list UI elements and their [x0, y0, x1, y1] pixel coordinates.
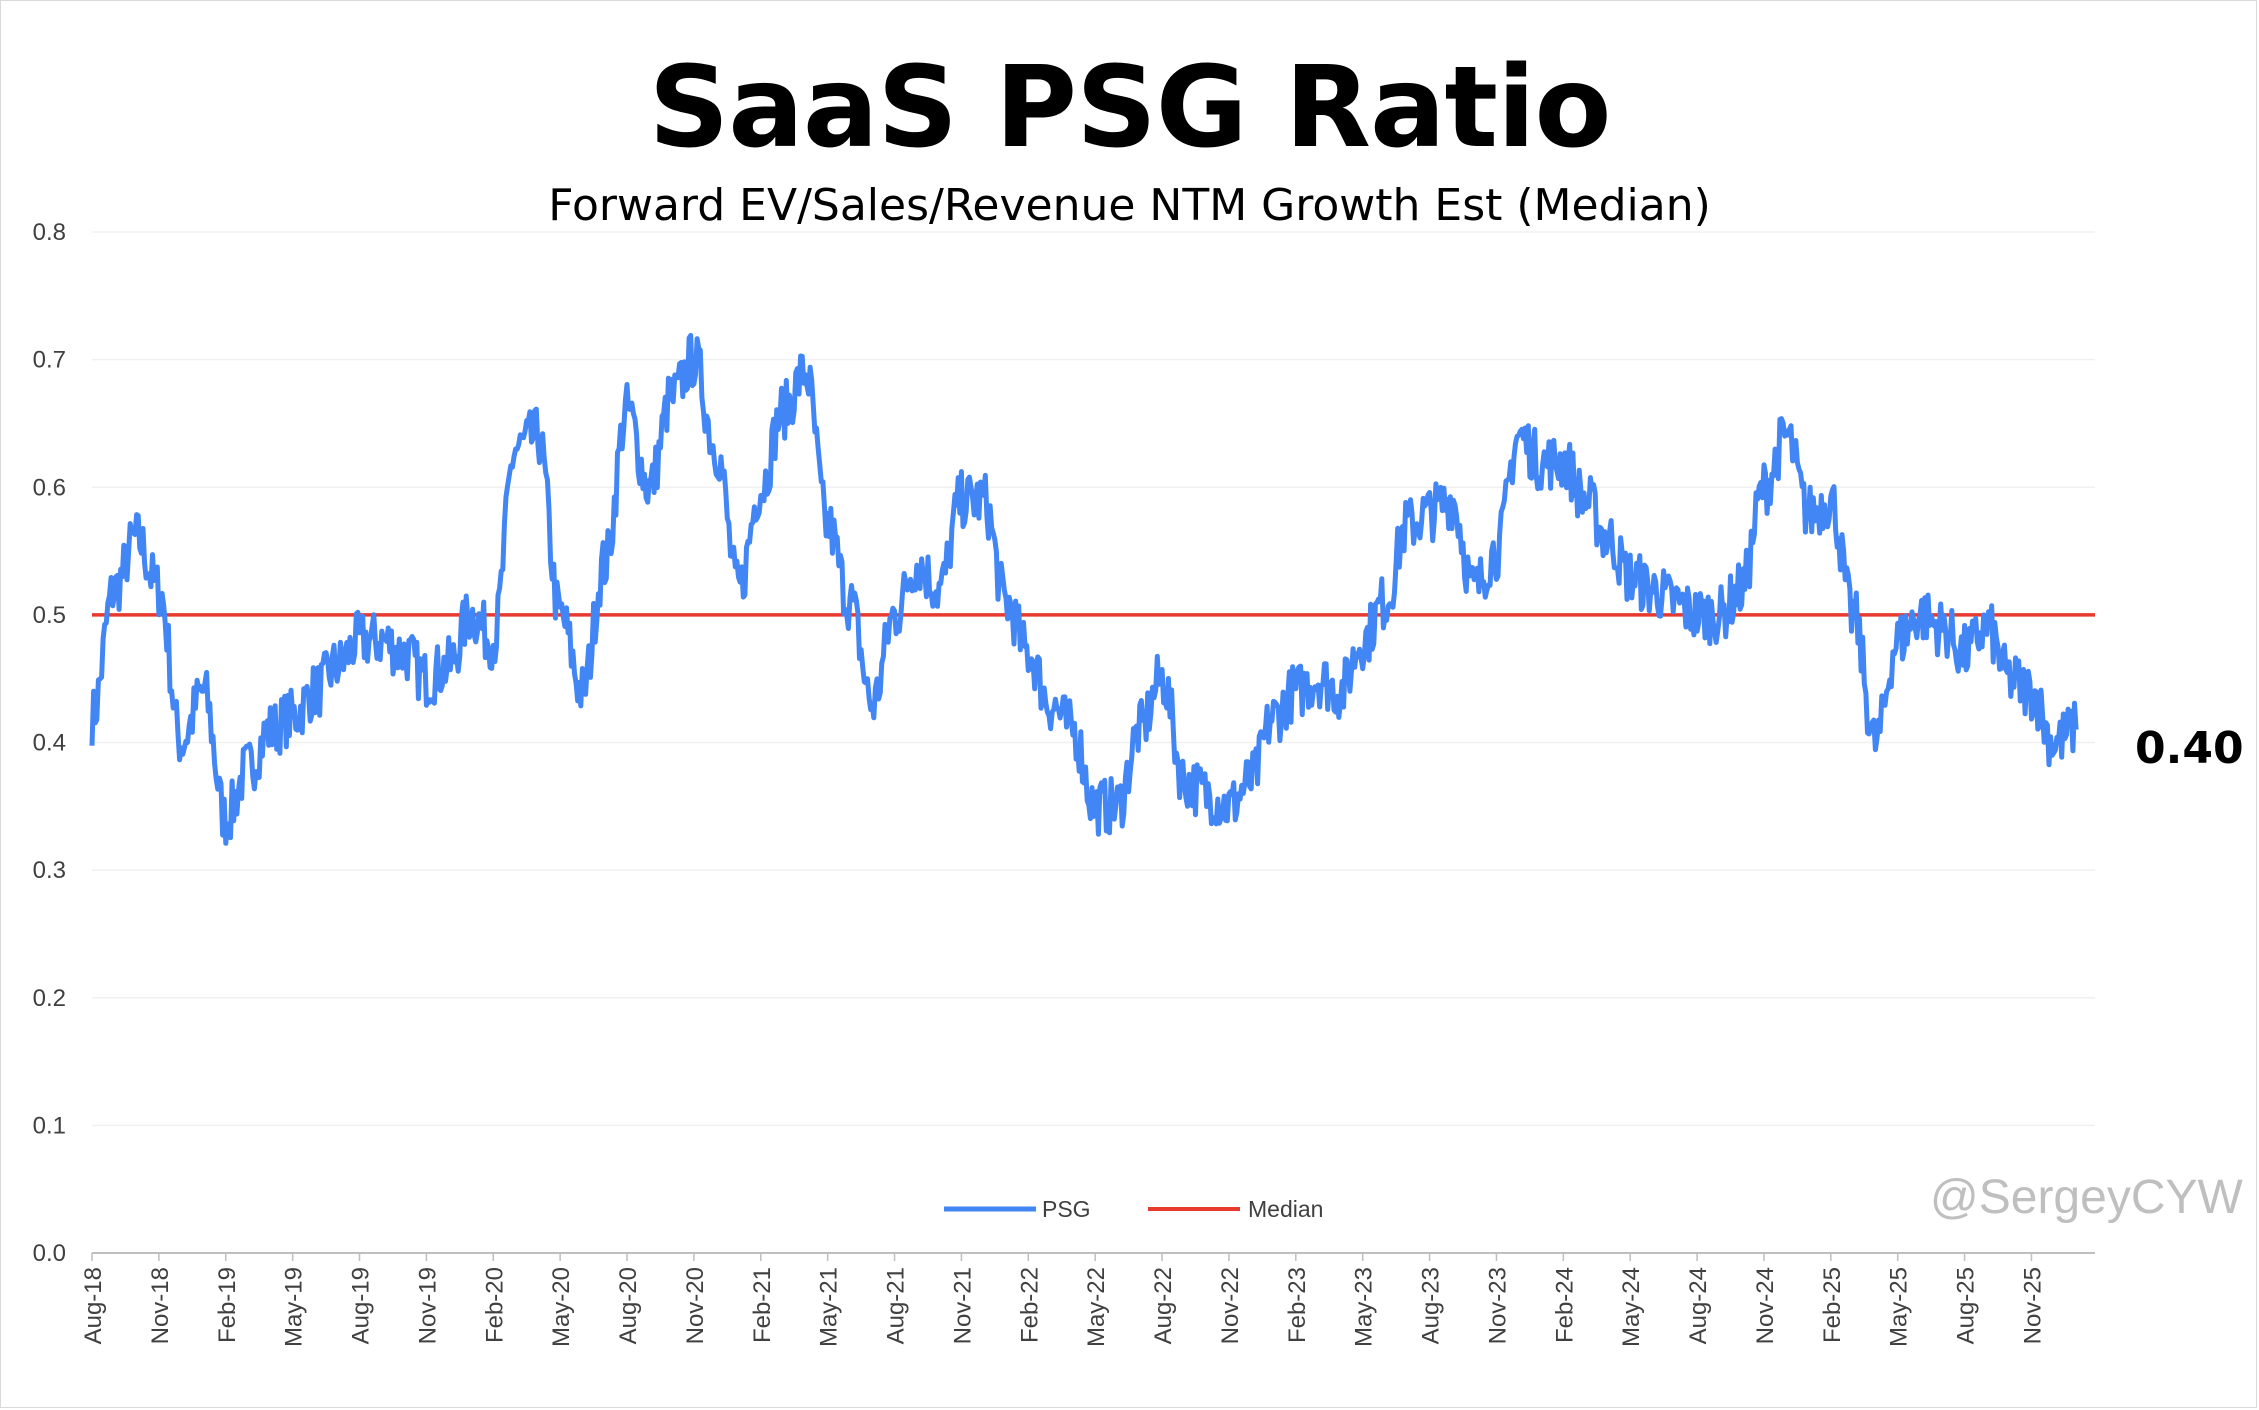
- y-tick-label: 0.3: [33, 857, 66, 884]
- x-tick-label: Nov-20: [682, 1267, 709, 1344]
- plot-series: [89, 332, 2095, 846]
- x-tick-label: Nov-25: [2019, 1267, 2046, 1344]
- y-axis-ticks: 0.0 0.1 0.2 0.3 0.4 0.5 0.6 0.7 0.8: [33, 219, 66, 1267]
- x-tick-label: Aug-21: [883, 1267, 910, 1344]
- y-tick-label: 0.6: [33, 474, 66, 501]
- x-tick-label: Nov-21: [949, 1267, 976, 1344]
- x-tick-label: May-19: [281, 1267, 308, 1347]
- y-tick-label: 0.1: [33, 1112, 66, 1139]
- x-tick-label: May-25: [1886, 1267, 1913, 1347]
- x-tick-label: Feb-23: [1284, 1267, 1311, 1343]
- x-tick-label: Aug-25: [1953, 1267, 1980, 1344]
- x-tick-label: Nov-18: [147, 1267, 174, 1344]
- x-tick-label: Feb-20: [481, 1267, 508, 1343]
- x-axis: Aug-18 Nov-18 Feb-19 May-19 Aug-19 Nov-19 Feb-…: [80, 1252, 2095, 1347]
- x-tick-label: Nov-23: [1484, 1267, 1511, 1344]
- x-tick-label: Feb-21: [749, 1267, 776, 1343]
- legend-psg-label: PSG: [1042, 1196, 1091, 1222]
- x-tick-label: May-22: [1083, 1267, 1110, 1347]
- x-tick-label: Nov-22: [1217, 1267, 1244, 1344]
- x-tick-label: May-20: [548, 1267, 575, 1347]
- x-tick-label: Aug-19: [348, 1267, 375, 1344]
- x-tick-label: Feb-25: [1819, 1267, 1846, 1343]
- legend: PSG Median: [944, 1196, 1323, 1222]
- x-tick-label: Feb-22: [1016, 1267, 1043, 1343]
- x-tick-label: Aug-23: [1418, 1267, 1445, 1344]
- y-tick-label: 0.8: [33, 219, 66, 246]
- x-tick-label: May-23: [1351, 1267, 1378, 1347]
- x-tick-label: Nov-19: [414, 1267, 441, 1344]
- x-tick-label: Aug-18: [80, 1267, 107, 1344]
- y-tick-label: 0.0: [33, 1240, 66, 1267]
- y-tick-label: 0.4: [33, 730, 66, 757]
- x-tick-label: Aug-24: [1685, 1267, 1712, 1344]
- gridlines: [92, 231, 2095, 1127]
- y-tick-label: 0.7: [33, 347, 66, 374]
- x-tick-label: May-24: [1618, 1267, 1645, 1347]
- x-tick-label: May-21: [816, 1267, 843, 1347]
- x-tick-label: Nov-24: [1752, 1267, 1779, 1344]
- psg-line: [89, 332, 2079, 846]
- watermark: @SergeyCYW: [1930, 1171, 2243, 1224]
- legend-median-label: Median: [1248, 1196, 1323, 1222]
- y-tick-label: 0.5: [33, 602, 66, 629]
- x-tick-label: Feb-19: [214, 1267, 241, 1343]
- latest-value-label: 0.40: [2135, 723, 2244, 774]
- chart-title: SaaS PSG Ratio: [648, 43, 1612, 173]
- x-tick-label: Aug-22: [1150, 1267, 1177, 1344]
- y-tick-label: 0.2: [33, 985, 66, 1012]
- x-tick-label: Aug-20: [615, 1267, 642, 1344]
- x-tick-label: Feb-24: [1551, 1267, 1578, 1343]
- chart-subtitle: Forward EV/Sales/Revenue NTM Growth Est …: [548, 180, 1711, 231]
